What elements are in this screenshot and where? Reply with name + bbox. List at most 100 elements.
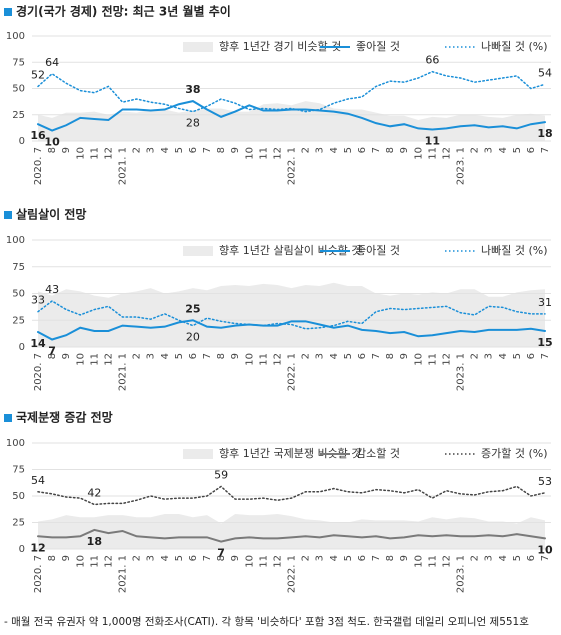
x-tick-label: 3 <box>484 147 495 153</box>
y-tick-label: 25 <box>12 315 25 326</box>
line <box>37 70 546 113</box>
data-label: 12 <box>30 541 45 554</box>
data-label: 66 <box>425 54 439 67</box>
x-tick-label: 2021. 1 <box>118 555 129 593</box>
x-tick-label: 11 <box>427 147 438 160</box>
x-tick-label: 11 <box>258 353 269 366</box>
x-tick-label: 2 <box>470 555 481 561</box>
x-tick-label: 3 <box>484 353 495 359</box>
data-label: 25 <box>185 302 200 315</box>
x-tick-label: 2023. 1 <box>456 147 467 185</box>
x-tick-label: 4 <box>498 555 509 561</box>
legend-swatch <box>183 449 213 459</box>
legend-label: 향후 1년간 경기 비슷할 것 <box>219 40 341 53</box>
y-tick-label: 25 <box>12 518 25 529</box>
x-tick-label: 2023. 1 <box>456 353 467 391</box>
x-tick-label: 4 <box>329 147 340 153</box>
x-tick-label: 11 <box>427 555 438 568</box>
chart-title: 살림살이 전망 <box>16 207 86 222</box>
x-tick-label: 2 <box>301 555 312 561</box>
x-tick-label: 9 <box>230 555 241 561</box>
x-tick-label: 5 <box>174 147 185 153</box>
x-tick-label: 3 <box>315 353 326 359</box>
x-tick-label: 10 <box>75 353 86 366</box>
x-tick-label: 12 <box>441 555 452 568</box>
x-tick-label: 12 <box>103 147 114 160</box>
data-label: 54 <box>538 66 552 79</box>
x-tick-label: 4 <box>498 353 509 359</box>
x-tick-label: 2022. 1 <box>287 147 298 185</box>
x-tick-label: 7 <box>540 555 551 561</box>
y-tick-label: 50 <box>12 84 25 95</box>
data-label: 28 <box>186 117 200 130</box>
x-tick-label: 12 <box>272 147 283 160</box>
line <box>37 528 546 543</box>
x-tick-label: 4 <box>160 555 171 561</box>
x-tick-label: 2020. 7 <box>33 147 44 185</box>
x-tick-label: 9 <box>61 555 72 561</box>
x-tick-label: 2020. 7 <box>33 353 44 391</box>
x-tick-label: 3 <box>146 555 157 561</box>
title-marker <box>4 8 12 16</box>
x-tick-label: 11 <box>258 555 269 568</box>
line <box>37 100 546 132</box>
x-tick-label: 4 <box>329 353 340 359</box>
x-tick-label: 12 <box>272 353 283 366</box>
data-label: 52 <box>31 68 45 81</box>
x-tick-label: 2 <box>470 147 481 153</box>
x-tick-label: 6 <box>526 353 537 359</box>
x-tick-label: 10 <box>244 555 255 568</box>
x-tick-label: 12 <box>103 555 114 568</box>
x-tick-label: 9 <box>61 147 72 153</box>
x-tick-label: 10 <box>413 353 424 366</box>
data-label: 10 <box>44 136 60 149</box>
x-tick-label: 11 <box>89 147 100 160</box>
x-tick-label: 3 <box>484 555 495 561</box>
x-tick-label: 5 <box>512 147 523 153</box>
x-tick-label: 12 <box>272 555 283 568</box>
x-tick-label: 2021. 1 <box>118 147 129 185</box>
legend-label: 향후 1년간 살림살이 비슷할 것 <box>219 244 361 257</box>
x-tick-label: 6 <box>526 147 537 153</box>
x-tick-label: 10 <box>244 353 255 366</box>
y-tick-label: 50 <box>12 491 25 502</box>
data-label: 7 <box>217 547 225 560</box>
legend-label: 증가할 것 (%) <box>481 447 548 460</box>
x-tick-label: 12 <box>103 353 114 366</box>
x-tick-label: 2 <box>132 555 143 561</box>
x-tick-label: 2 <box>301 147 312 153</box>
x-tick-label: 6 <box>526 555 537 561</box>
chart-title: 국제분쟁 증감 전망 <box>16 410 113 425</box>
x-tick-label: 9 <box>61 353 72 359</box>
y-tick-label: 50 <box>12 289 25 300</box>
x-tick-label: 7 <box>202 555 213 561</box>
x-tick-label: 9 <box>230 353 241 359</box>
data-label: 14 <box>30 337 46 350</box>
data-label: 20 <box>186 331 200 344</box>
y-tick-label: 0 <box>19 342 25 353</box>
y-tick-label: 75 <box>12 57 25 68</box>
x-tick-label: 8 <box>385 147 396 153</box>
x-tick-label: 9 <box>399 353 410 359</box>
legend-label: 나빠질 것 (%) <box>481 40 548 53</box>
x-tick-label: 5 <box>174 555 185 561</box>
x-tick-label: 9 <box>230 147 241 153</box>
x-tick-label: 8 <box>216 147 227 153</box>
data-label: 11 <box>425 134 440 147</box>
y-tick-label: 100 <box>6 31 25 42</box>
x-tick-label: 10 <box>413 555 424 568</box>
legend-label: 향후 1년간 국제분쟁 비슷할 것 <box>219 447 361 460</box>
line <box>37 319 546 341</box>
x-tick-label: 6 <box>357 147 368 153</box>
y-tick-label: 100 <box>6 438 25 449</box>
x-tick-label: 8 <box>47 555 58 561</box>
data-label: 59 <box>214 468 228 481</box>
legend-label: 나빠질 것 (%) <box>481 244 548 257</box>
x-tick-label: 2022. 1 <box>287 555 298 593</box>
x-tick-label: 10 <box>244 147 255 160</box>
x-tick-label: 2 <box>301 353 312 359</box>
x-tick-label: 8 <box>216 353 227 359</box>
x-tick-label: 9 <box>399 147 410 153</box>
legend-swatch <box>183 246 213 256</box>
x-tick-label: 5 <box>174 353 185 359</box>
